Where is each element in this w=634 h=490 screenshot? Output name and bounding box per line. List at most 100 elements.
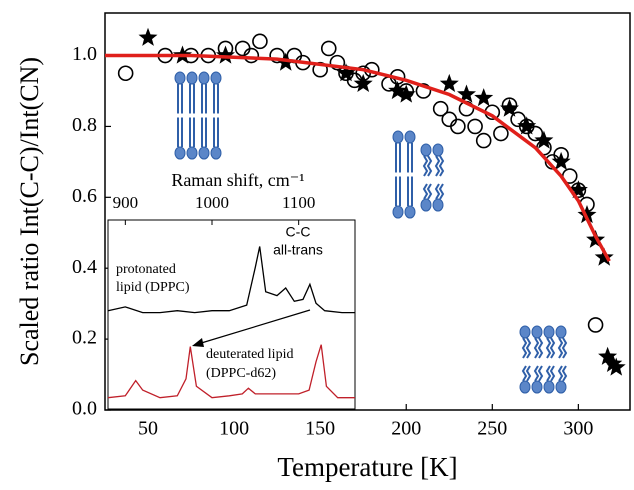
inset-annotation: C-C — [286, 224, 311, 240]
x-tick-label: 50 — [138, 418, 158, 440]
lipid-head — [519, 325, 531, 339]
x-tick-label: 100 — [219, 418, 249, 440]
lipid-head — [555, 380, 567, 394]
lipid-head — [531, 325, 543, 339]
lipid-head — [543, 325, 555, 339]
y-tick-label: 0.4 — [72, 256, 97, 278]
circle-point — [527, 125, 544, 142]
star-point — [517, 116, 537, 135]
lipid-tail — [395, 143, 401, 206]
x-axis-label: Temperature [K] — [277, 452, 457, 482]
y-tick-label: 0.6 — [72, 185, 97, 207]
circle-point — [243, 47, 260, 64]
spectrum-line — [107, 344, 355, 399]
lipid-head — [174, 71, 186, 85]
x-tick-label: 250 — [477, 418, 507, 440]
star-point — [138, 27, 158, 46]
arrow-head — [192, 338, 204, 347]
star-point — [577, 205, 597, 224]
inset-annotation: all-trans — [273, 242, 323, 258]
lipid-tail — [557, 337, 568, 382]
lipid-head — [392, 205, 404, 219]
lipid-head — [392, 130, 404, 144]
star-point — [603, 353, 623, 372]
star-point — [594, 247, 614, 266]
star-point — [500, 98, 519, 117]
star-point — [568, 180, 588, 199]
circle-point — [415, 83, 432, 99]
lipid-head — [543, 380, 555, 394]
spectrum-line — [107, 246, 355, 314]
lipid-head — [555, 325, 567, 339]
circle-point — [493, 125, 509, 142]
lipid-tail — [177, 84, 183, 147]
star-point — [439, 73, 459, 92]
circle-point — [269, 47, 285, 64]
star-point — [606, 357, 626, 376]
lipid-tail — [545, 337, 556, 382]
lipid-tail — [521, 337, 532, 382]
star-point — [474, 88, 494, 107]
lipid-head — [432, 198, 444, 212]
star-point — [388, 81, 408, 100]
lipid-tail — [422, 155, 433, 200]
inset-x-tick-label: 1100 — [282, 193, 315, 212]
lipid-tail — [201, 84, 207, 147]
y-tick-label: 1.0 — [72, 43, 97, 65]
main-plot: 0.0 0.2 0.4 0.6 0.8 1.0 50 100 150 200 250 300 Tempe… — [15, 12, 631, 482]
circle-point — [320, 40, 337, 57]
lipid-head — [198, 71, 210, 85]
star-point — [353, 73, 373, 92]
star-point — [216, 45, 235, 64]
star-point — [396, 84, 416, 103]
y-tick-label: 0.2 — [72, 327, 97, 349]
lipid-icons — [174, 71, 568, 394]
x-tick-label: 300 — [563, 418, 593, 440]
x-tick-label: 150 — [305, 418, 335, 440]
inset-annotation: lipid (DPPC) — [116, 280, 190, 295]
lipid-tail — [213, 84, 219, 147]
lipid-tail — [533, 337, 544, 382]
lipid-head — [210, 146, 222, 160]
circle-point — [450, 118, 466, 135]
y-tick-label: 0.8 — [72, 114, 97, 136]
circle-point — [117, 65, 134, 82]
star-point — [534, 130, 554, 149]
circle-point — [329, 54, 346, 71]
lipid-head — [404, 130, 416, 144]
lipid-head — [531, 380, 543, 394]
lipid-head — [519, 380, 531, 394]
inset-x-axis-label: Raman shift, cm⁻¹ — [171, 170, 304, 190]
lipid-tail — [189, 84, 195, 147]
circle-point — [587, 317, 604, 333]
lipid-head — [198, 146, 210, 160]
lipid-head — [420, 143, 432, 157]
inset-x-tick-label: 900 — [113, 193, 139, 212]
lipid-head — [174, 146, 186, 160]
inset-plot: 900 1000 1100 Raman shift, cm⁻¹ C-C all-trans… — [107, 170, 356, 410]
lipid-tail — [434, 155, 445, 200]
lipid-head — [420, 198, 432, 212]
star-point — [551, 151, 571, 170]
star-point — [457, 84, 476, 103]
lipid-head — [210, 71, 222, 85]
lipid-tail — [407, 143, 413, 206]
inset-frame — [107, 219, 356, 410]
inset-annotation: deuterated lipid — [206, 347, 293, 362]
star-point — [336, 63, 356, 82]
y-axis-label: Scaled ratio Int(C-C)/Int(CN) — [15, 57, 44, 366]
lipid-head — [432, 143, 444, 157]
circle-point — [475, 132, 492, 149]
inset-annotation: (DPPC-d62) — [206, 366, 276, 381]
y-tick-label: 0.0 — [72, 398, 97, 420]
fit-line — [105, 53, 611, 262]
lipid-head — [186, 146, 198, 160]
plot-frame — [104, 12, 631, 411]
circle-point — [432, 100, 449, 117]
circle-point — [252, 33, 268, 50]
inset-x-tick-label: 1000 — [195, 193, 229, 212]
x-tick-label: 200 — [391, 418, 421, 440]
star-point — [598, 346, 618, 365]
circle-point — [467, 118, 483, 135]
